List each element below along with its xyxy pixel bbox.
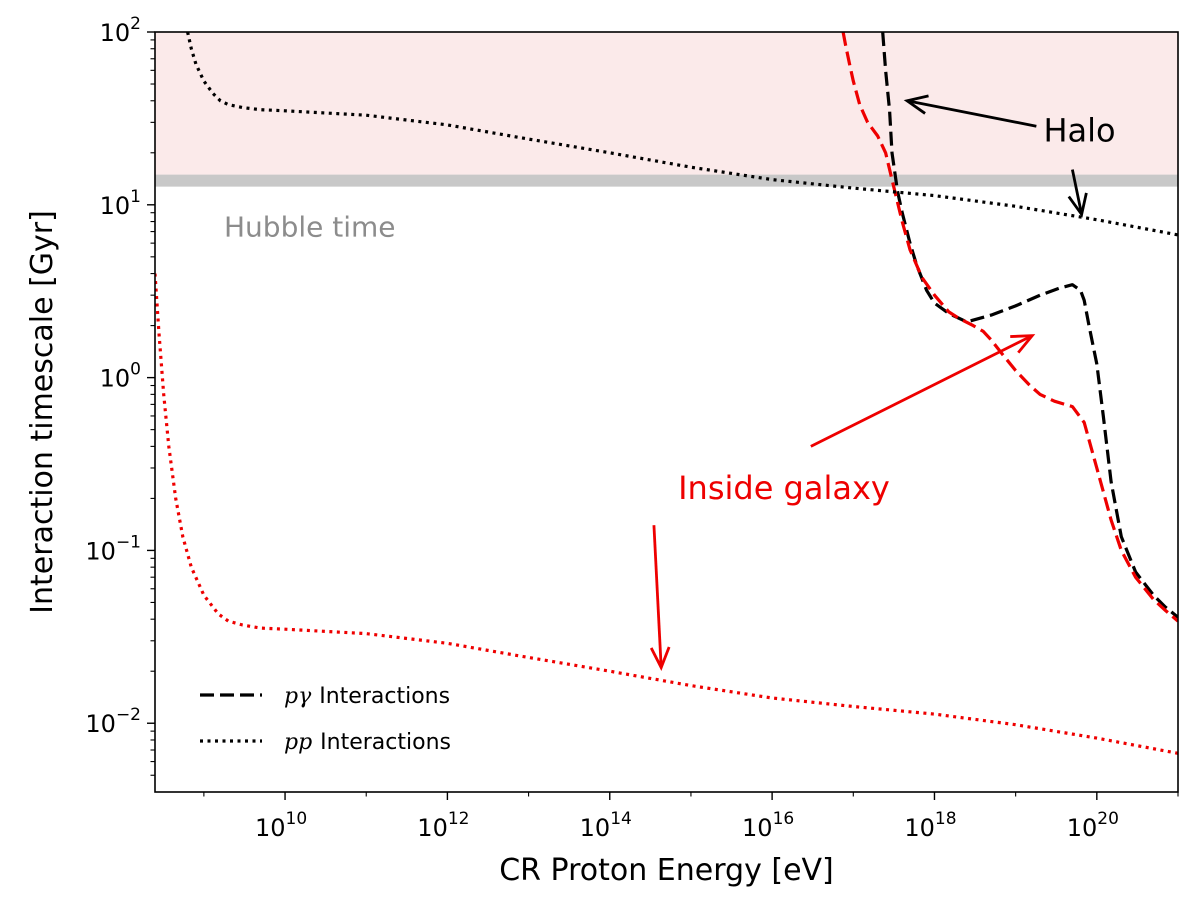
- x-axis-label: CR Proton Energy [eV]: [499, 853, 834, 888]
- legend-label: pp Interactions: [284, 730, 451, 755]
- x-tick-label: 1016: [742, 809, 794, 842]
- annotation-arrow-shaft: [652, 525, 663, 668]
- y-tick-exponent: −2: [116, 705, 141, 725]
- y-tick-base: 10: [100, 192, 131, 220]
- hubble-time-label: Hubble time: [224, 211, 396, 244]
- x-tick-base: 10: [1067, 814, 1098, 842]
- annotation-arrow-head: [649, 646, 671, 671]
- y-tick-label: 10−2: [85, 705, 141, 738]
- y-tick-exponent: 0: [130, 360, 141, 380]
- x-tick-base: 10: [742, 814, 773, 842]
- halo-region: [155, 32, 1178, 181]
- y-tick-exponent: 1: [130, 187, 141, 207]
- hubble-time-band: [155, 174, 1178, 187]
- x-tick-base: 10: [255, 814, 286, 842]
- curves-clip-group: [155, 32, 1178, 755]
- x-tick-label: 1014: [580, 809, 632, 842]
- x-tick-label: 1010: [255, 809, 307, 842]
- y-tick-exponent: −1: [116, 532, 141, 552]
- y-tick-base: 10: [85, 710, 116, 738]
- y-tick-label: 102: [100, 14, 141, 47]
- x-tick-exponent: 20: [1097, 809, 1119, 829]
- x-tick-label: 1012: [417, 809, 469, 842]
- background-layer: Hubble time: [155, 32, 1178, 244]
- x-tick-base: 10: [417, 814, 448, 842]
- x-tick-exponent: 12: [448, 809, 470, 829]
- annotation-arrow-shaft: [810, 334, 1033, 448]
- x-tick-exponent: 14: [610, 809, 632, 829]
- y-tick-label: 10−1: [85, 532, 141, 565]
- x-tick-exponent: 16: [773, 809, 795, 829]
- annotations-layer: Halo Inside galaxy: [649, 94, 1116, 671]
- annotation-arrow-shaft: [1071, 169, 1084, 215]
- x-tick-label: 1020: [1067, 809, 1119, 842]
- x-tick-base: 10: [580, 814, 611, 842]
- annotation-arrow-head: [1067, 192, 1088, 218]
- annotation-arrow-head: [1010, 334, 1036, 354]
- y-tick-base: 10: [85, 537, 116, 565]
- annotation-arrow-head: [903, 94, 929, 115]
- legend-math: pγ: [284, 684, 312, 709]
- x-tick-base: 10: [904, 814, 935, 842]
- annotation-label-inside-galaxy: Inside galaxy: [678, 469, 890, 507]
- curves-layer: [155, 32, 1178, 755]
- annotation-halo: Halo: [903, 94, 1116, 218]
- y-tick-label: 101: [100, 187, 141, 220]
- annotation-arrow-shaft: [906, 99, 1037, 128]
- legend-text-part: Interactions: [319, 684, 450, 709]
- y-tick-exponent: 2: [130, 14, 141, 34]
- y-tick-base: 10: [100, 365, 131, 393]
- annotation-label-halo: Halo: [1043, 111, 1115, 149]
- y-tick-base: 10: [100, 19, 131, 47]
- annotation-inside-galaxy: Inside galaxy: [649, 334, 1036, 671]
- x-tick-exponent: 18: [935, 809, 957, 829]
- axes-layer: 1010 1012 1014 1016 1018 102010−210−110010110…: [85, 14, 1179, 842]
- y-axis-label: Interaction timescale [Gyr]: [25, 210, 60, 614]
- plot-frame: [154, 31, 1179, 793]
- legend-label: pγ Interactions: [284, 684, 450, 709]
- legend-text-part: Interactions: [320, 730, 451, 755]
- series-line-halo-p-interactions: [881, 32, 1178, 619]
- y-tick-label: 100: [100, 360, 141, 393]
- legend-math: pp: [284, 730, 312, 755]
- x-tick-label: 1018: [904, 809, 956, 842]
- legend: pγ Interactions pp Interactions: [200, 684, 451, 755]
- x-tick-exponent: 10: [286, 809, 308, 829]
